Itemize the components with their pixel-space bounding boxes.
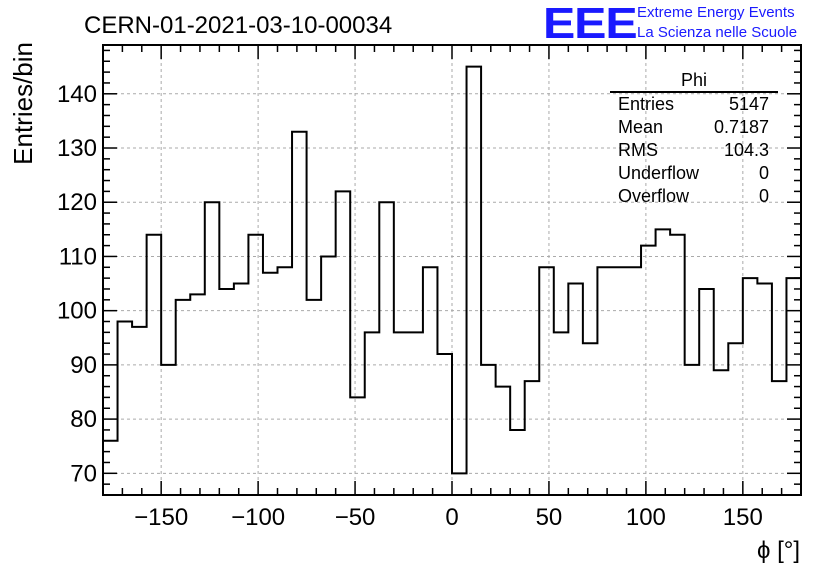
histogram-bin: [699, 289, 714, 495]
x-axis-label: ϕ [°]: [757, 537, 800, 564]
histogram-bin: [423, 267, 438, 495]
stats-label: Underflow: [618, 163, 700, 183]
histogram-bin: [627, 267, 642, 495]
histogram-bin: [263, 273, 278, 495]
stats-title: Phi: [681, 70, 707, 90]
histogram-bin: [292, 132, 307, 495]
histogram-bin: [714, 370, 729, 495]
chart-title: CERN-01-2021-03-10-00034: [84, 12, 393, 39]
histogram-bars: [102, 65, 802, 495]
histogram-bin: [772, 381, 787, 495]
histogram-bin: [321, 256, 336, 495]
histogram-bin: [234, 284, 249, 495]
histogram-bin: [408, 332, 423, 495]
y-tick-labels: 70 80 90 100 110 120 130 140: [57, 81, 97, 488]
histogram-bin: [379, 202, 394, 495]
histogram-bin: [467, 67, 482, 495]
y-tick-label: 90: [70, 352, 97, 379]
x-tick-label: 100: [626, 504, 666, 531]
histogram-bin: [496, 387, 511, 495]
histogram-bin: [452, 473, 467, 495]
histogram-bin: [132, 327, 147, 495]
histogram-bin: [248, 235, 263, 495]
y-tick-label: 130: [57, 135, 97, 162]
histogram-bin: [481, 365, 496, 495]
y-tick-label: 120: [57, 189, 97, 216]
stats-value: 0: [759, 163, 769, 183]
y-tick-label: 80: [70, 406, 97, 433]
histogram-line: [102, 65, 802, 495]
x-tick-label: 150: [723, 504, 763, 531]
histogram-bin: [757, 284, 772, 495]
logo-line-1: Extreme Energy Events: [637, 4, 795, 21]
histogram-bin: [612, 267, 627, 495]
histogram-bin: [554, 332, 569, 495]
stats-value: 0.7187: [714, 117, 769, 137]
histogram-bin: [641, 246, 656, 495]
stats-value: 0: [759, 186, 769, 206]
histogram-bin: [118, 322, 133, 495]
stats-value: 104.3: [724, 140, 769, 160]
histogram-bin: [307, 300, 322, 495]
stats-label: RMS: [618, 140, 658, 160]
y-tick-label: 140: [57, 81, 97, 108]
histogram-bin: [336, 191, 351, 495]
histogram-bin: [583, 343, 598, 495]
histogram-bin: [525, 381, 540, 495]
x-tick-label: −50: [335, 504, 376, 531]
eee-logo: EEE: [543, 0, 638, 48]
stats-value: 5147: [729, 94, 769, 114]
y-tick-label: 70: [70, 460, 97, 487]
histogram-bin: [176, 300, 191, 495]
x-tick-label: 0: [445, 504, 458, 531]
axis-ticks: [102, 45, 802, 495]
histogram-bin: [103, 441, 118, 495]
histogram-bin: [205, 202, 220, 495]
histogram-bin: [350, 397, 365, 495]
stats-label: Entries: [618, 94, 674, 114]
histogram-bin: [743, 278, 758, 495]
histogram-bin: [539, 267, 554, 495]
logo-line-2: La Scienza nelle Scuole: [637, 24, 798, 41]
histogram-bin: [394, 332, 409, 495]
histogram-bin: [510, 430, 525, 495]
y-tick-label: 100: [57, 298, 97, 325]
histogram-bin: [670, 235, 685, 495]
histogram-bin: [685, 365, 700, 495]
stats-label: Overflow: [618, 186, 690, 206]
x-tick-label: −100: [231, 504, 285, 531]
histogram-bin: [597, 267, 612, 495]
histogram-bin: [278, 267, 293, 495]
y-tick-label: 110: [59, 243, 97, 270]
histogram-bin: [219, 289, 234, 495]
histogram-bin: [161, 365, 176, 495]
stats-label: Mean: [618, 117, 663, 137]
histogram-bin: [365, 332, 380, 495]
histogram-bin: [568, 284, 583, 495]
x-tick-labels: −150 −100 −50 0 50 100 150: [134, 504, 763, 531]
histogram-bin: [437, 354, 452, 495]
histogram-bin: [728, 343, 743, 495]
x-tick-label: 50: [536, 504, 563, 531]
y-axis-label: Entries/bin: [8, 42, 38, 165]
x-tick-label: −150: [134, 504, 188, 531]
histogram-bin: [147, 235, 162, 495]
histogram-bin: [190, 294, 205, 495]
histogram-bin: [656, 229, 671, 495]
stats-box: Phi Entries 5147 Mean 0.7187 RMS 104.3 Underfl…: [610, 70, 778, 206]
